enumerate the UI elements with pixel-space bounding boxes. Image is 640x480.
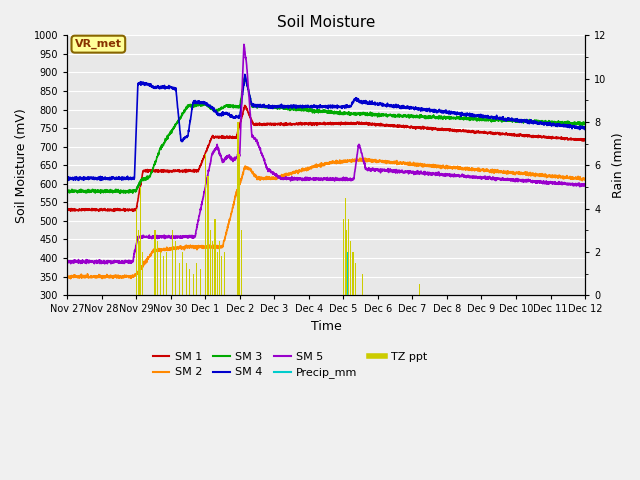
Bar xyxy=(154,230,156,295)
Bar xyxy=(157,241,158,295)
Bar xyxy=(189,269,190,295)
Bar xyxy=(196,263,197,295)
Bar xyxy=(182,252,183,295)
Bar xyxy=(214,219,216,295)
Bar xyxy=(217,252,218,295)
Bar xyxy=(344,198,346,295)
Bar xyxy=(343,219,344,295)
Title: Soil Moisture: Soil Moisture xyxy=(277,15,375,30)
Bar xyxy=(136,208,138,295)
Bar xyxy=(160,252,161,295)
Bar xyxy=(172,230,173,295)
Legend: SM 1, SM 2, SM 3, SM 4, SM 5, Precip_mm, TZ ppt: SM 1, SM 2, SM 3, SM 4, SM 5, Precip_mm,… xyxy=(148,348,431,383)
Bar xyxy=(221,256,222,295)
Bar xyxy=(205,155,207,295)
Bar xyxy=(138,230,139,295)
Bar xyxy=(355,263,356,295)
Bar xyxy=(346,230,348,295)
Bar xyxy=(362,274,363,295)
Bar xyxy=(419,284,420,295)
Bar xyxy=(241,230,243,295)
X-axis label: Time: Time xyxy=(310,320,341,333)
Text: VR_met: VR_met xyxy=(75,39,122,49)
Bar xyxy=(179,263,180,295)
Bar xyxy=(142,252,143,295)
Bar xyxy=(186,263,187,295)
Bar xyxy=(237,122,239,295)
Bar xyxy=(175,241,177,295)
Bar xyxy=(139,241,140,295)
Bar xyxy=(219,241,220,295)
Bar xyxy=(223,252,225,295)
Bar xyxy=(163,256,164,295)
Bar xyxy=(193,274,194,295)
Bar xyxy=(166,252,167,295)
Bar xyxy=(210,230,211,295)
Y-axis label: Rain (mm): Rain (mm) xyxy=(612,132,625,198)
Bar xyxy=(207,176,209,295)
Bar xyxy=(239,155,241,295)
Y-axis label: Soil Moisture (mV): Soil Moisture (mV) xyxy=(15,108,28,223)
Bar xyxy=(348,219,349,295)
Bar xyxy=(140,187,141,295)
Bar xyxy=(212,241,213,295)
